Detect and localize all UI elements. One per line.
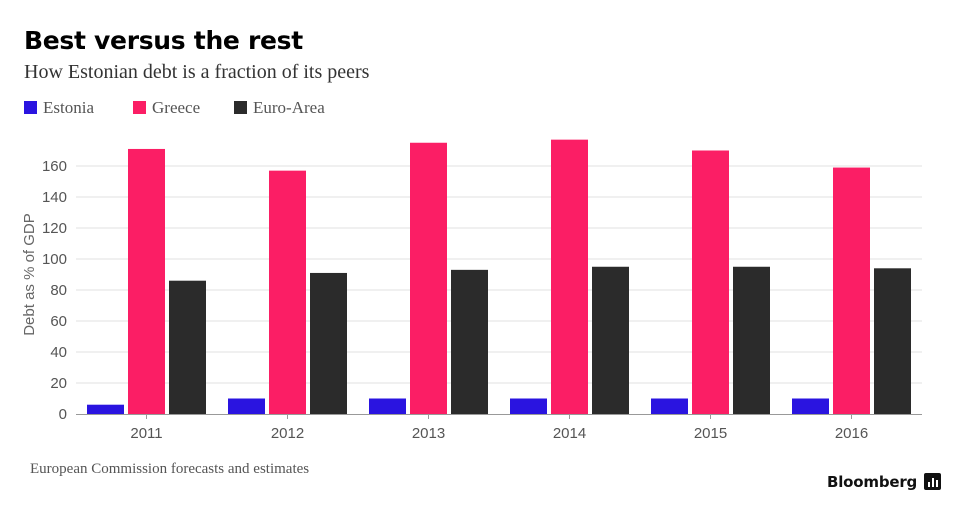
bar-greece-2013: [410, 142, 447, 414]
x-tick-label: 2015: [694, 425, 727, 442]
bar-greece-2016: [833, 167, 870, 414]
chart-title: Best versus the rest: [24, 26, 303, 55]
y-tick-label: 20: [50, 375, 67, 392]
x-tick-label: 2014: [553, 425, 586, 442]
y-tick-label: 0: [59, 406, 67, 423]
bar-greece-2015: [692, 150, 729, 414]
chart-subtitle: How Estonian debt is a fraction of its p…: [24, 61, 370, 83]
legend-swatch-greece: [133, 101, 146, 114]
y-tick-label: 120: [42, 220, 67, 237]
bar-euro-area-2016: [874, 268, 911, 414]
bar-estonia-2016: [792, 398, 829, 414]
bar-euro-area-2014: [592, 266, 629, 414]
bar-estonia-2011: [87, 404, 124, 414]
bar-greece-2012: [269, 170, 306, 414]
y-axis-label: Debt as % of GDP: [21, 213, 38, 336]
brand-name: Bloomberg: [827, 473, 918, 491]
bar-euro-area-2012: [310, 272, 347, 414]
bar-estonia-2014: [510, 398, 547, 414]
bar-euro-area-2013: [451, 269, 488, 414]
legend-label-estonia: Estonia: [43, 98, 94, 117]
legend-label-euro-area: Euro-Area: [253, 98, 325, 117]
y-tick-label: 140: [42, 189, 67, 206]
y-tick-label: 100: [42, 251, 67, 268]
legend-swatch-euro-area: [234, 101, 247, 114]
x-tick-label: 2011: [130, 425, 162, 442]
legend-label-greece: Greece: [152, 98, 201, 117]
bar-estonia-2012: [228, 398, 265, 414]
bar-estonia-2015: [651, 398, 688, 414]
bar-euro-area-2015: [733, 266, 770, 414]
legend-item-greece: Greece: [133, 98, 200, 118]
y-tick-label: 60: [50, 313, 67, 330]
y-tick-label: 80: [50, 282, 67, 299]
bar-greece-2011: [128, 148, 165, 414]
bar-greece-2014: [551, 139, 588, 414]
bloomberg-logo-icon: [924, 473, 941, 490]
legend-item-estonia: Estonia: [24, 98, 94, 118]
x-tick-label: 2012: [271, 425, 304, 442]
y-tick-label: 160: [42, 158, 67, 175]
x-tick-label: 2013: [412, 425, 445, 442]
source-note: European Commission forecasts and estima…: [30, 461, 310, 477]
legend-swatch-estonia: [24, 101, 37, 114]
legend-item-euro-area: Euro-Area: [234, 98, 325, 118]
bar-euro-area-2011: [169, 280, 206, 414]
bar-estonia-2013: [369, 398, 406, 414]
y-tick-label: 40: [50, 344, 67, 361]
x-tick-label: 2016: [835, 425, 868, 442]
